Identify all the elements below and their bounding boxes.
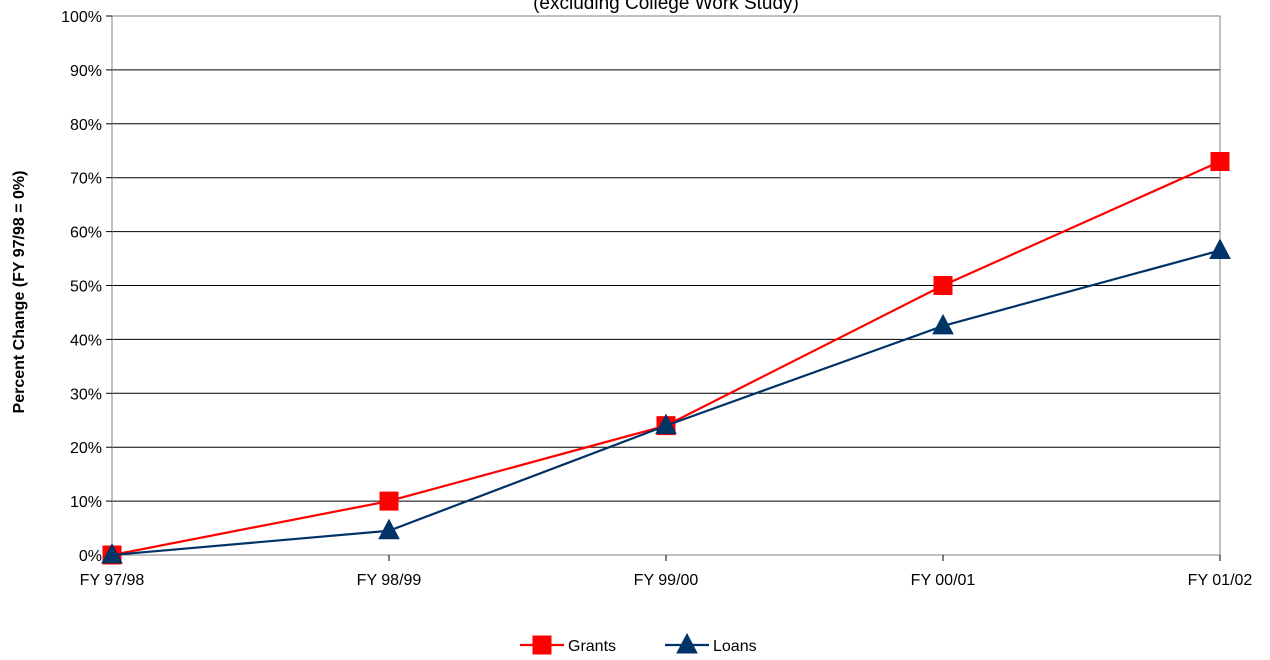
x-tick-label: FY 01/02: [1188, 572, 1253, 589]
x-tick-label: FY 97/98: [80, 572, 145, 589]
series-loans: [101, 238, 1231, 564]
y-tick-label: 60%: [70, 225, 102, 242]
y-tick-label: 90%: [70, 63, 102, 80]
data-point-loans: [655, 413, 677, 435]
data-point-loans: [1209, 238, 1231, 259]
legend-item-grants: Grants: [520, 635, 616, 655]
legend-label: Grants: [568, 638, 616, 655]
legend-swatch-marker: [532, 635, 552, 655]
x-tick-label: FY 99/00: [634, 572, 699, 589]
series-lines: [101, 152, 1231, 565]
y-tick-label: 100%: [61, 9, 102, 26]
series-line-loans: [111, 249, 1221, 557]
y-tick-label: 50%: [70, 279, 102, 296]
y-tick-label: 30%: [70, 386, 102, 403]
x-tick-label: FY 00/01: [911, 572, 976, 589]
gridlines: [112, 15, 1220, 556]
legend-swatch-marker: [676, 632, 698, 654]
x-axis-ticks: FY 97/98 FY 98/99 FY 99/00 FY 00/01 FY 01/02: [80, 555, 1253, 589]
y-tick-label: 0%: [79, 548, 102, 565]
data-point-loans: [378, 518, 400, 540]
data-point-loans: [932, 313, 954, 335]
data-point-grants: [379, 491, 399, 511]
legend: Grants Loans: [520, 632, 757, 655]
y-axis-label: Percent Change (FY 97/98 = 0%): [11, 171, 28, 414]
y-tick-label: 20%: [70, 440, 102, 457]
legend-label: Loans: [713, 638, 757, 655]
data-point-grants: [1210, 152, 1230, 172]
chart-subtitle: (excluding College Work Study): [533, 0, 799, 14]
y-tick-label: 10%: [70, 494, 102, 511]
y-axis-ticks: 0% 10% 20% 30% 40% 50% 60% 70% 80% 90% 100%: [61, 9, 112, 565]
series-line-grants: [111, 160, 1221, 557]
y-tick-label: 70%: [70, 171, 102, 188]
x-tick-label: FY 98/99: [357, 572, 422, 589]
y-tick-label: 80%: [70, 117, 102, 134]
legend-item-loans: Loans: [665, 632, 757, 655]
data-point-grants: [933, 276, 953, 295]
data-point-loans: [101, 542, 123, 564]
series-grants: [102, 152, 1230, 565]
y-tick-label: 40%: [70, 332, 102, 349]
